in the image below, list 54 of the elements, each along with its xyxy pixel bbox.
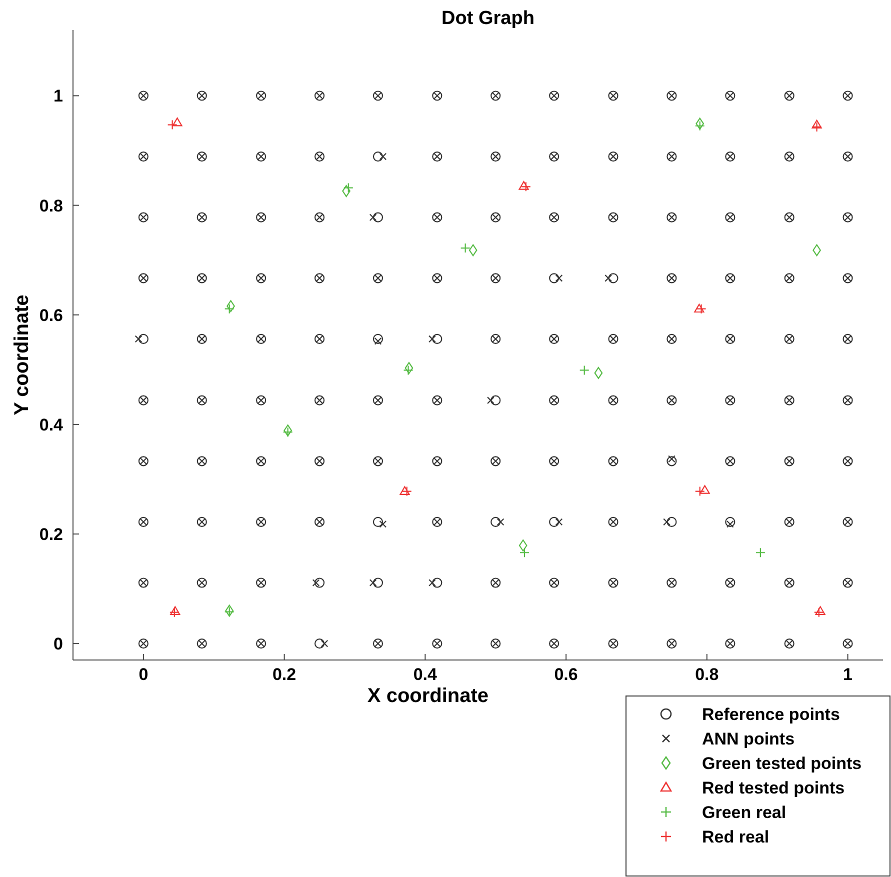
point [224, 606, 234, 617]
x-axis-title: X coordinate [367, 685, 489, 707]
y-tick-label: 0.4 [39, 415, 64, 434]
legend-label: Green real [702, 803, 786, 822]
point [815, 606, 826, 615]
point [579, 365, 590, 376]
point [520, 182, 531, 192]
x-tick-label: 0.2 [272, 665, 296, 684]
point [518, 540, 528, 552]
legend-label: Red tested points [702, 778, 845, 798]
point [519, 548, 530, 558]
point [696, 118, 704, 130]
point [282, 427, 293, 438]
point [403, 365, 414, 376]
x-tick-label: 0.6 [554, 665, 578, 684]
x-tick-label: 0.8 [695, 665, 719, 684]
point [225, 604, 234, 617]
point [755, 548, 766, 558]
point [694, 486, 705, 496]
legend-label: ANN points [702, 730, 795, 748]
y-tick-label: 0.6 [39, 306, 63, 325]
point [170, 606, 180, 615]
point [460, 242, 470, 254]
x-tick-label: 0.4 [413, 665, 438, 684]
point [812, 120, 822, 128]
point [224, 304, 234, 314]
point [814, 607, 824, 618]
x-tick-label: 1 [843, 665, 853, 684]
point [343, 182, 354, 193]
point [700, 485, 710, 494]
y-axis-title: Y coordinate [11, 294, 33, 416]
point [167, 120, 178, 130]
x-tick-label: 0 [138, 665, 148, 684]
legend-label: Green tested points [702, 754, 862, 773]
point [404, 362, 414, 374]
point [172, 118, 182, 126]
point [694, 120, 705, 131]
point [400, 486, 410, 495]
point [468, 244, 478, 256]
y-tick-label: 0.2 [39, 525, 63, 544]
y-tick-label: 0 [54, 634, 63, 654]
y-tick-label: 0.8 [39, 196, 63, 216]
point [169, 607, 180, 618]
legend-label: Red real [702, 828, 770, 846]
point [812, 122, 822, 132]
point [696, 304, 706, 314]
legend-label: Reference points [702, 705, 840, 724]
point [594, 366, 603, 379]
chart-title: Dot Graph [442, 8, 534, 29]
point [402, 486, 412, 496]
point [284, 424, 292, 436]
point [518, 181, 529, 190]
y-tick-label: 1 [54, 86, 63, 106]
point [694, 304, 704, 313]
